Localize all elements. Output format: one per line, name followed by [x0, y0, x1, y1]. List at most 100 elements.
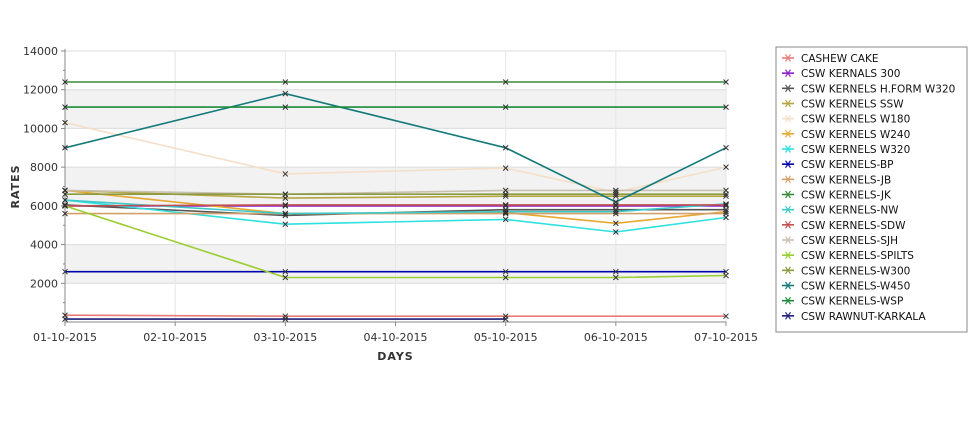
data-point: [62, 268, 68, 275]
data-point-stroke: [612, 210, 619, 217]
series-line: [64, 314, 726, 318]
legend-label: CSW KERNELS-SDW: [801, 220, 906, 232]
legend-label: CSW KERNELS-W300: [801, 265, 910, 277]
data-point-stroke: [282, 90, 289, 97]
data-point-stroke: [62, 316, 68, 322]
legend-label: CSW KERNELS-JB: [801, 174, 891, 186]
legend-marker: [785, 114, 791, 123]
data-point: [62, 191, 68, 198]
x-tick-label: 03-10-2015: [253, 331, 317, 344]
data-point-stroke: [502, 268, 509, 275]
data-point: [502, 209, 509, 216]
data-point: [502, 216, 509, 223]
data-point-stroke: [612, 189, 619, 196]
data-point: [612, 220, 619, 227]
data-point-stroke: [502, 191, 509, 198]
data-point: [723, 144, 729, 151]
data-point-stroke: [282, 203, 289, 209]
legend-item: CSW KERNELS-SDW: [782, 220, 906, 232]
legend-label: CSW RAWNUT-KARKALA: [801, 311, 927, 323]
legend-item: CSW KERNELS-JK: [782, 190, 892, 202]
legend-label: CSW KERNELS-SPILTS: [801, 250, 914, 262]
legend-marker: [785, 236, 791, 244]
data-point: [62, 202, 68, 208]
data-point-stroke: [282, 221, 289, 228]
data-point-stroke: [282, 191, 289, 198]
data-point-stroke: [723, 144, 729, 151]
data-point-stroke: [62, 268, 68, 275]
x-tick-label: 01-10-2015: [33, 331, 97, 344]
legend-label: CSW KERNELS H.FORM W320: [801, 83, 955, 95]
legend-label: CSW KERNELS SSW: [801, 99, 904, 111]
data-point-stroke: [502, 104, 509, 110]
data-point-stroke: [723, 202, 729, 208]
legend-item: CSW KERNELS W180: [782, 114, 910, 126]
data-point-stroke: [282, 79, 289, 85]
data-point-stroke: [282, 316, 289, 322]
legend-item: CSW RAWNUT-KARKALA: [782, 311, 927, 323]
data-point: [723, 201, 729, 207]
data-point: [502, 202, 509, 208]
data-point: [282, 171, 289, 177]
data-point: [502, 79, 509, 85]
data-point: [282, 221, 289, 228]
data-point-stroke: [62, 197, 68, 203]
data-point-stroke: [282, 212, 289, 219]
data-point-stroke: [612, 208, 619, 215]
data-point: [502, 210, 509, 217]
data-point: [502, 208, 509, 215]
data-point: [723, 210, 729, 217]
data-point: [282, 274, 289, 281]
y-tick-label: 6000: [30, 200, 58, 213]
data-point-stroke: [723, 104, 729, 110]
x-tick-label: 04-10-2015: [364, 331, 428, 344]
data-point: [502, 104, 509, 110]
y-axis-label: RATES: [9, 164, 22, 208]
legend-label: CSW KERNELS W320: [801, 144, 910, 156]
data-point-stroke: [723, 313, 729, 320]
data-point: [612, 229, 619, 235]
data-point-stroke: [723, 208, 729, 215]
legend-label: CSW KERNELS-SJH: [801, 235, 898, 247]
legend-marker: [785, 175, 791, 184]
legend-marker: [785, 311, 791, 320]
y-tick-label: 2000: [30, 277, 58, 290]
data-point-stroke: [502, 210, 509, 217]
data-point-stroke: [612, 268, 619, 275]
legend-item: CSW KERNALS 300: [782, 68, 900, 80]
legend-marker: [785, 220, 791, 229]
data-point: [62, 104, 68, 110]
data-point-stroke: [502, 208, 509, 215]
data-point: [62, 197, 68, 203]
legend-item: CSW KERNELS H.FORM W320: [782, 83, 955, 95]
legend-marker: [785, 281, 791, 290]
data-point-stroke: [282, 104, 289, 110]
data-point: [723, 193, 729, 200]
data-point-stroke: [62, 144, 68, 151]
data-point-stroke: [723, 193, 729, 200]
data-point-stroke: [502, 79, 509, 85]
legend-item: CSW KERNELS-BP: [782, 159, 894, 171]
legend-item: CSW KERNELS-NW: [782, 205, 899, 217]
legend-marker: [785, 251, 791, 260]
data-point-stroke: [723, 210, 729, 217]
legend-marker: [785, 205, 791, 214]
y-tick-label: 4000: [30, 239, 58, 252]
data-point: [502, 144, 509, 151]
data-point: [62, 316, 68, 322]
data-point: [502, 191, 509, 198]
data-point: [502, 193, 509, 200]
legend-label: CSW KERNELS W240: [801, 129, 910, 141]
data-point: [723, 104, 729, 110]
data-point: [723, 313, 729, 320]
data-point-stroke: [723, 164, 729, 170]
data-point-stroke: [612, 220, 619, 227]
data-point-stroke: [723, 79, 729, 85]
series-markers: [62, 79, 729, 322]
data-point-stroke: [62, 191, 68, 198]
data-point: [612, 208, 619, 215]
data-point: [612, 191, 619, 198]
legend-item: CSW KERNELS-W450: [782, 281, 910, 293]
data-point-stroke: [502, 274, 509, 281]
